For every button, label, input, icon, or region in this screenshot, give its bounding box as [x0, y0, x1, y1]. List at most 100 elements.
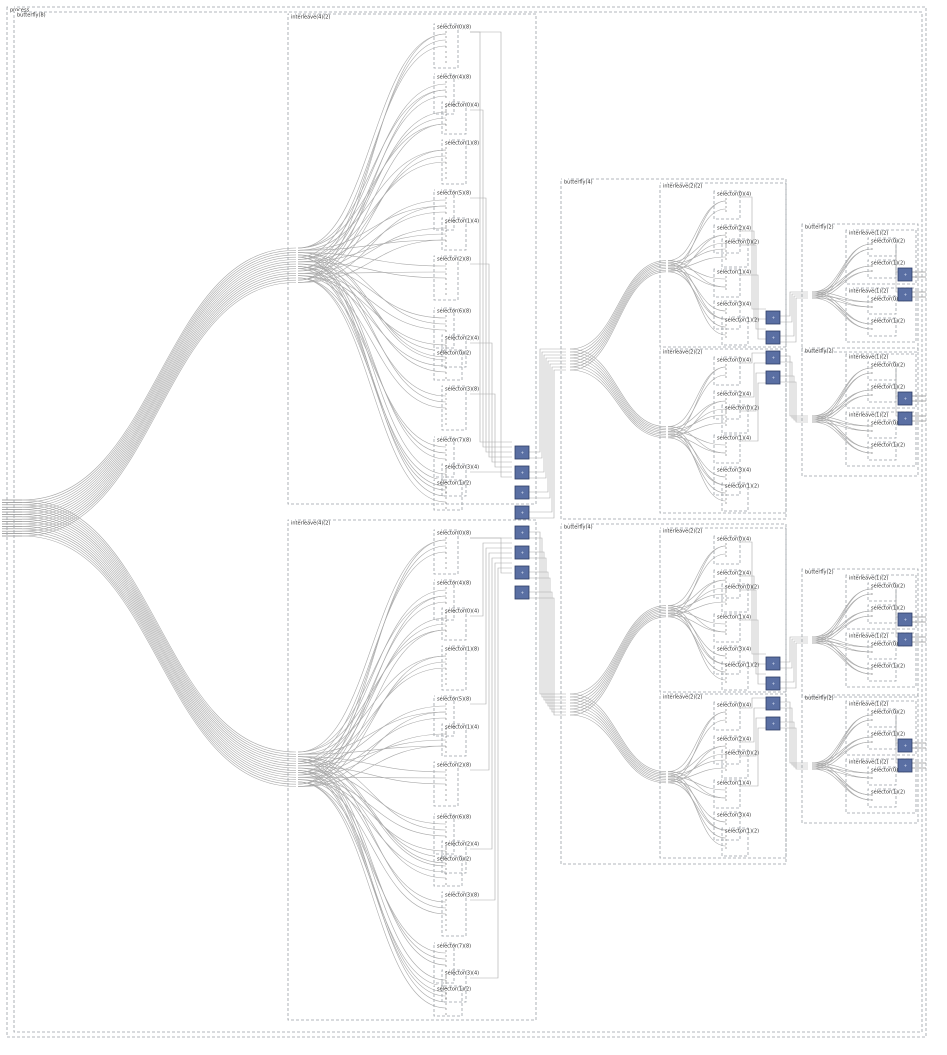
port-pin	[871, 306, 873, 308]
wire	[21, 533, 297, 785]
wire	[569, 611, 667, 707]
port-pin	[445, 278, 447, 280]
port-pin	[445, 263, 447, 265]
port-pin	[445, 268, 447, 270]
wire	[297, 781, 447, 1009]
wire	[470, 197, 512, 453]
group-frame	[659, 527, 787, 693]
port-pin	[725, 276, 727, 278]
port-pin	[445, 96, 447, 98]
group-label: selector(1)(4)	[717, 270, 751, 276]
wire	[297, 89, 447, 281]
port-pin	[725, 677, 727, 679]
group-label: selector(0)(2)	[725, 406, 759, 412]
wire	[780, 297, 808, 343]
port-pin	[445, 109, 447, 111]
node-glyph: +	[904, 637, 907, 642]
node-glyph: +	[521, 470, 524, 475]
wire-layer	[2, 31, 926, 1009]
port-pin	[445, 914, 447, 916]
wire	[297, 161, 447, 260]
wire	[297, 199, 447, 263]
port-pin	[725, 751, 727, 753]
group-label: selector(1)(4)	[717, 781, 751, 787]
wire	[297, 781, 447, 954]
wire	[297, 239, 447, 251]
selector-box: selector(1)(2)	[721, 316, 759, 346]
port-pin	[725, 206, 727, 208]
wire	[21, 256, 297, 510]
wire	[569, 705, 667, 779]
wire	[667, 263, 727, 336]
port-pin	[871, 323, 873, 325]
port-pin	[445, 992, 447, 994]
group-label: selector(6)(8)	[437, 815, 471, 821]
wire	[569, 357, 667, 432]
group-label: interleave(1)(2)	[849, 231, 888, 237]
port-pin	[445, 129, 447, 131]
wire	[21, 270, 297, 525]
adder-node: +	[897, 612, 913, 627]
group-label: selector(3)(8)	[445, 893, 479, 899]
wire	[740, 541, 766, 655]
group-label: selector(2)(4)	[717, 392, 751, 398]
wire	[21, 252, 297, 506]
butterfly-2-box: butterfly(2)	[801, 694, 919, 824]
wire	[470, 342, 512, 463]
port-pin	[871, 651, 873, 653]
port-pin	[445, 615, 447, 617]
port-pin	[725, 625, 727, 627]
wire	[21, 526, 297, 778]
port-pin	[725, 410, 727, 412]
port-pin	[871, 777, 873, 779]
port-pin	[445, 330, 447, 332]
group-label: selector(2)(4)	[717, 737, 751, 743]
port-pin	[725, 595, 727, 597]
port-pin	[445, 367, 447, 369]
wire	[667, 431, 727, 446]
port-pin	[871, 794, 873, 796]
selector-box: selector(0)(2)	[721, 583, 759, 613]
port-pin	[725, 843, 727, 845]
group-label: selector(0)(4)	[717, 537, 751, 543]
group-label: selector(0)(8)	[437, 531, 471, 537]
node-body	[897, 758, 913, 773]
selector-box: selector(0)(2)	[433, 349, 471, 381]
wire	[569, 363, 667, 435]
group-label: selector(1)(2)	[437, 987, 471, 993]
wire	[569, 702, 667, 777]
port-pin	[445, 162, 447, 164]
wire	[811, 741, 873, 770]
selector-box: selector(1)(8)	[441, 139, 479, 185]
group-label: interleave(1)(2)	[849, 576, 888, 582]
group-label: selector(0)(4)	[717, 192, 751, 198]
group-frame	[713, 268, 741, 298]
port-pin	[445, 340, 447, 342]
wire	[740, 697, 766, 709]
port-pin	[725, 713, 727, 715]
port-pin	[445, 703, 447, 705]
wire	[297, 711, 447, 787]
wire	[529, 591, 566, 713]
group-frame	[713, 613, 741, 643]
selector-box: selector(6)(8)	[433, 813, 471, 855]
port-pin	[725, 258, 727, 260]
port-pin	[445, 320, 447, 322]
wire	[667, 587, 727, 613]
wire	[297, 623, 447, 764]
port-pin	[445, 821, 447, 823]
wire	[569, 699, 667, 776]
wire	[811, 638, 873, 653]
port-pin	[725, 420, 727, 422]
node-body	[514, 585, 530, 600]
wire	[297, 227, 447, 274]
wire	[297, 655, 447, 787]
wire	[667, 414, 727, 431]
group-frame	[13, 11, 923, 1033]
port-pin	[445, 718, 447, 720]
port-pin	[445, 273, 447, 275]
group-label: selector(1)(2)	[725, 829, 759, 835]
wire	[740, 196, 766, 310]
group-frame	[801, 347, 919, 477]
